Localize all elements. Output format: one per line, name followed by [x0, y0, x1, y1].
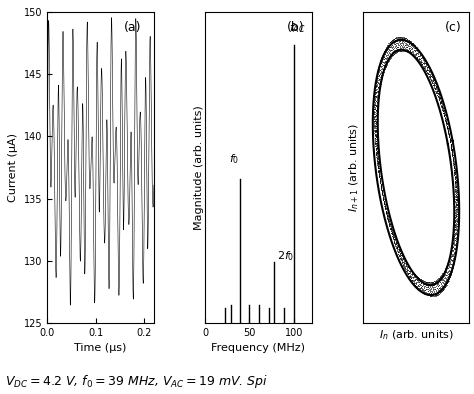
Text: $V_{DC} = 4.2$ V, $f_0 = 39$ MHz, $V_{AC} = 19$ mV. Spi: $V_{DC} = 4.2$ V, $f_0 = 39$ MHz, $V_{AC… — [5, 373, 268, 390]
Y-axis label: $I_{n+1}$ (arb. units): $I_{n+1}$ (arb. units) — [348, 123, 361, 212]
Text: (b): (b) — [286, 21, 304, 34]
Text: $f_{AC}$: $f_{AC}$ — [290, 21, 306, 35]
Text: (a): (a) — [124, 21, 141, 34]
Text: (c): (c) — [445, 21, 462, 34]
Text: $2f_0$: $2f_0$ — [277, 249, 294, 263]
X-axis label: $I_n$ (arb. units): $I_n$ (arb. units) — [379, 329, 453, 342]
Y-axis label: Current (μA): Current (μA) — [9, 133, 18, 202]
Y-axis label: Magnitude (arb. units): Magnitude (arb. units) — [194, 105, 204, 230]
Text: $f_0$: $f_0$ — [229, 152, 239, 166]
X-axis label: Time (μs): Time (μs) — [74, 344, 127, 353]
X-axis label: Frequency (MHz): Frequency (MHz) — [211, 344, 305, 353]
